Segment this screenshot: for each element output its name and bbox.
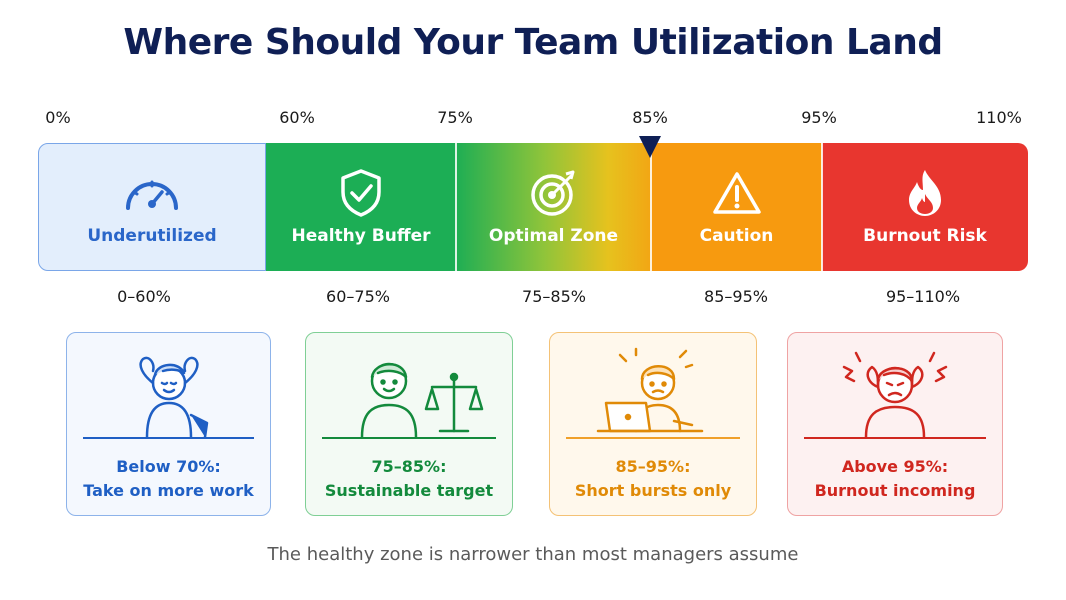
card-85-95: 85–95%: Short bursts only <box>549 332 757 516</box>
zone-label: Healthy Buffer <box>291 226 431 246</box>
range-label: 0–60% <box>117 287 171 306</box>
card-description: Take on more work <box>83 481 254 500</box>
target-icon <box>529 168 579 218</box>
zone-label: Underutilized <box>87 226 217 246</box>
card-description: Burnout incoming <box>814 481 976 500</box>
range-label: 75–85% <box>522 287 586 306</box>
range-label: 60–75% <box>326 287 390 306</box>
flame-icon <box>905 168 945 218</box>
card-heading: 75–85%: <box>371 457 447 476</box>
tick-label-95: 95% <box>801 108 837 127</box>
tick-label-60: 60% <box>279 108 315 127</box>
zone-burnout-risk: Burnout Risk <box>822 143 1028 271</box>
card-divider <box>83 437 254 439</box>
card-divider <box>566 437 740 439</box>
card-divider <box>804 437 986 439</box>
range-label: 95–110% <box>885 287 961 306</box>
tick-label-85: 85% <box>632 108 668 127</box>
card-description: Short bursts only <box>574 481 732 500</box>
card-heading: 85–95%: <box>615 457 691 476</box>
card-75-85: 75–85%: Sustainable target <box>305 332 513 516</box>
zone-healthy-buffer: Healthy Buffer <box>266 143 456 271</box>
card-below-70: Below 70%: Take on more work <box>66 332 271 516</box>
card-heading: Below 70%: <box>116 457 221 476</box>
zone-label: Caution <box>699 226 774 246</box>
busy-person-laptop-illustration <box>550 341 756 441</box>
zone-underutilized: Underutilized <box>38 143 266 271</box>
relaxed-person-illustration <box>67 341 270 441</box>
balanced-person-scale-illustration <box>306 341 512 441</box>
card-heading: Above 95%: <box>841 457 949 476</box>
zone-label: Optimal Zone <box>488 226 619 246</box>
tick-label-110: 110% <box>976 108 1022 127</box>
speedometer-icon <box>122 168 182 218</box>
footer-caption: The healthy zone is narrower than most m… <box>267 544 799 565</box>
card-divider <box>322 437 496 439</box>
range-label: 85–95% <box>704 287 768 306</box>
zone-optimal: Optimal Zone <box>456 143 651 271</box>
zone-divider <box>455 143 457 271</box>
tick-label-75: 75% <box>437 108 473 127</box>
utilization-bar: Underutilized Healthy Buffer Optimal Zon… <box>38 143 1028 271</box>
page-title: Where Should Your Team Utilization Land <box>123 22 943 63</box>
zone-label: Burnout Risk <box>863 226 987 246</box>
shield-check-icon <box>339 168 383 218</box>
zone-divider <box>650 143 652 271</box>
stressed-person-illustration <box>788 341 1002 441</box>
card-above-95: Above 95%: Burnout incoming <box>787 332 1003 516</box>
current-position-marker <box>639 136 661 158</box>
zone-caution: Caution <box>651 143 822 271</box>
warning-triangle-icon <box>712 168 762 218</box>
tick-label-0: 0% <box>45 108 71 127</box>
card-description: Sustainable target <box>324 481 494 500</box>
zone-divider <box>821 143 823 271</box>
